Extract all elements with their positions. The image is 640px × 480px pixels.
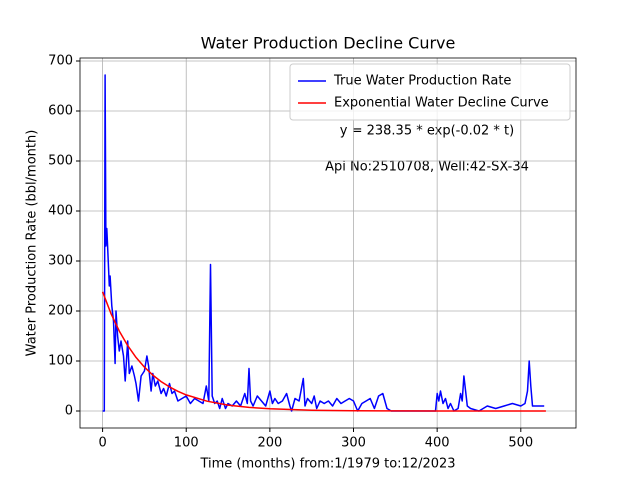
y-tick-label: 300 bbox=[48, 254, 73, 269]
annotation: y = 238.35 * exp(-0.02 * t) bbox=[340, 124, 514, 139]
x-tick-label: 500 bbox=[508, 436, 533, 451]
y-tick-label: 200 bbox=[48, 304, 73, 319]
chart-title: Water Production Decline Curve bbox=[201, 34, 456, 53]
x-tick-label: 100 bbox=[174, 436, 199, 451]
legend-label: True Water Production Rate bbox=[333, 74, 511, 89]
y-tick-label: 0 bbox=[65, 404, 73, 419]
legend-box bbox=[289, 63, 571, 121]
y-tick-label: 700 bbox=[48, 54, 73, 69]
legend-label: Exponential Water Decline Curve bbox=[334, 96, 549, 111]
x-tick-label: 200 bbox=[257, 436, 282, 451]
y-tick-label: 100 bbox=[48, 354, 73, 369]
y-tick-label: 500 bbox=[48, 154, 73, 169]
x-axis-label: Time (months) from:1/1979 to:12/2023 bbox=[199, 457, 455, 472]
plot-frame bbox=[79, 57, 577, 429]
y-tick-label: 600 bbox=[48, 104, 73, 119]
data-line bbox=[102, 74, 545, 412]
y-axis-label: Water Production Rate (bbl/month) bbox=[25, 130, 40, 357]
y-tick-label: 400 bbox=[48, 204, 73, 219]
x-tick-label: 300 bbox=[341, 436, 366, 451]
data-line bbox=[101, 291, 546, 412]
annotation: Api No:2510708, Well:42-SX-34 bbox=[325, 160, 529, 175]
x-tick-label: 0 bbox=[98, 436, 106, 451]
x-tick-label: 400 bbox=[425, 436, 450, 451]
